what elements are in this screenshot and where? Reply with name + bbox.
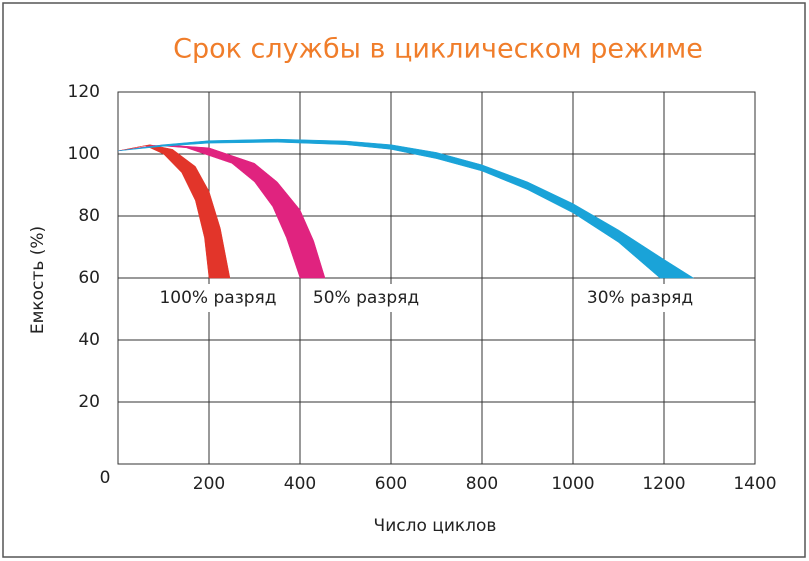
x-tick-label: 600 <box>375 474 407 494</box>
y-tick-label: 40 <box>78 330 100 350</box>
band <box>117 138 694 279</box>
y-tick-label: 120 <box>68 82 100 102</box>
y-tick-label: 20 <box>78 392 100 412</box>
label-background <box>306 284 426 312</box>
legend-label: 100% разряд <box>159 288 276 308</box>
labels: 0 20 40 60 80 100 120 200 400 600 800 1000 1200 1400 1… <box>68 82 777 494</box>
band <box>117 144 231 279</box>
x-tick-label: 800 <box>466 474 498 494</box>
bands <box>117 138 694 279</box>
y-tick-label: 80 <box>78 206 100 226</box>
x-tick-label: 400 <box>284 474 316 494</box>
label-background <box>153 284 283 312</box>
legend-label: 50% разряд <box>313 288 419 308</box>
band <box>117 144 326 279</box>
x-tick-label: 1400 <box>733 474 776 494</box>
y-axis-title: Емкость (%) <box>28 226 48 334</box>
y-tick-label: 60 <box>78 268 100 288</box>
x-tick-label: 1000 <box>551 474 594 494</box>
x-tick-label: 200 <box>193 474 225 494</box>
x-tick-label: 1200 <box>642 474 685 494</box>
y-tick-label: 100 <box>68 144 100 164</box>
legend-label: 30% разряд <box>587 288 693 308</box>
x-axis-title: Число циклов <box>374 516 497 536</box>
chart-title: Срок службы в циклическом режиме <box>173 34 703 65</box>
y-tick-label: 0 <box>100 468 111 488</box>
label-background <box>580 284 700 312</box>
